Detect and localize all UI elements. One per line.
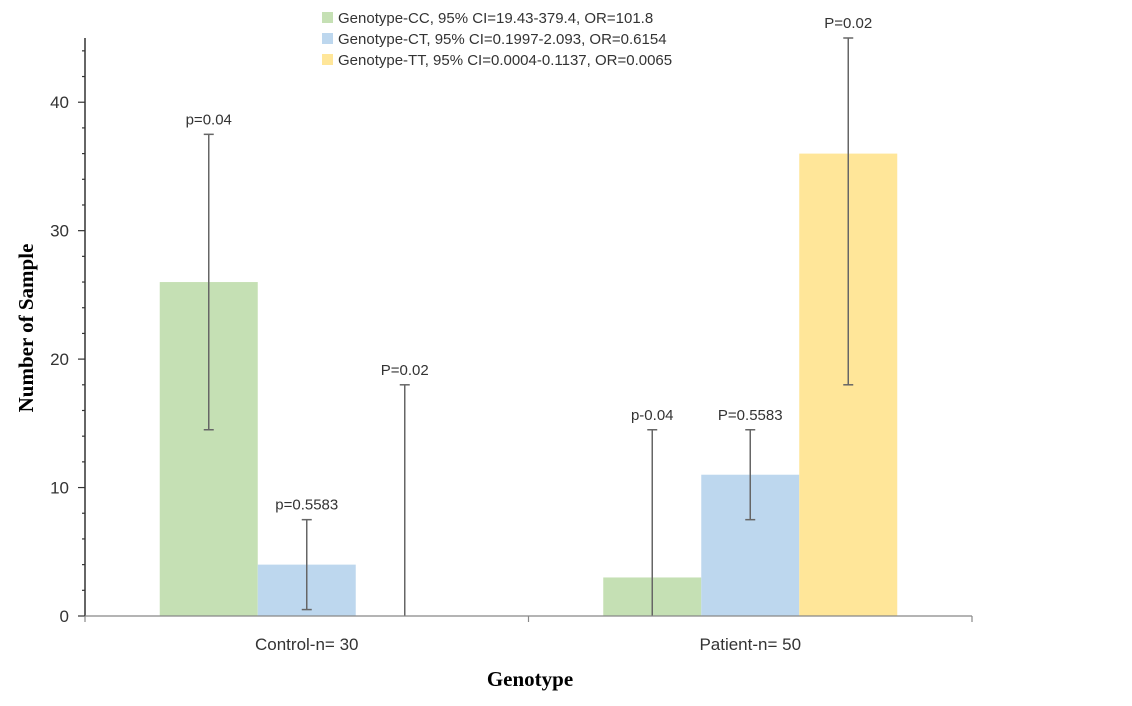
p-value-label: P=0.5583 (718, 407, 783, 424)
legend: Genotype-CC, 95% CI=19.43-379.4, OR=101.… (322, 10, 672, 69)
legend-entry-label: Genotype-TT, 95% CI=0.0004-0.1137, OR=0.… (338, 52, 672, 69)
y-axis-title: Number of Sample (14, 244, 38, 413)
y-tick-label: 30 (50, 222, 69, 241)
p-value-label: p-0.04 (631, 407, 674, 424)
error-bars (203, 37, 854, 616)
legend-swatch (322, 54, 333, 65)
p-value-label: P=0.02 (381, 362, 429, 379)
x-category-label: Patient-n= 50 (699, 635, 801, 654)
legend-swatch (322, 12, 333, 23)
p-value-label: P=0.02 (824, 15, 872, 32)
annotations: p=0.04 p-0.04 p=0.5583 P=0.5583 P=0.02 P=0.02 (186, 15, 873, 514)
legend-entry-label: Genotype-CT, 95% CI=0.1997-2.093, OR=0.6… (338, 31, 667, 48)
y-tick-label: 20 (50, 350, 69, 369)
y-tick-label: 0 (60, 607, 69, 626)
p-value-label: p=0.04 (186, 111, 232, 128)
axes: 0 10 20 30 40 Control-n= 30 Patient-n= 50 (50, 38, 973, 654)
bars (159, 153, 898, 616)
y-tick-label: 10 (50, 479, 69, 498)
p-value-label: p=0.5583 (275, 497, 338, 514)
x-category-label: Control-n= 30 (255, 635, 358, 654)
x-axis-title: Genotype (487, 667, 573, 691)
y-tick-label: 40 (50, 93, 69, 112)
legend-entry-label: Genotype-CC, 95% CI=19.43-379.4, OR=101.… (338, 10, 653, 27)
legend-swatch (322, 33, 333, 44)
